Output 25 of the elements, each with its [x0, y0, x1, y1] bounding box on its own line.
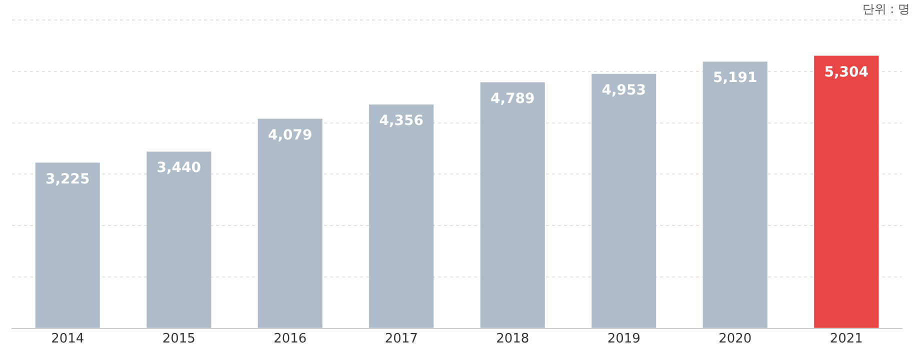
x-tick-label: 2021 [830, 332, 863, 347]
x-tick-label: 2014 [51, 332, 84, 347]
x-tick-label: 2016 [274, 332, 307, 347]
bar [814, 56, 879, 328]
bar [592, 74, 656, 328]
x-tick-label: 2019 [607, 332, 640, 347]
bar [258, 118, 322, 328]
x-tick-label: 2018 [496, 332, 530, 347]
bar [369, 104, 434, 328]
bar [480, 82, 545, 328]
x-tick-label: 2020 [718, 332, 752, 347]
data-label: 5,191 [712, 70, 758, 86]
bar [35, 162, 100, 328]
data-label: 3,440 [156, 160, 202, 176]
x-tick-label: 2015 [162, 332, 196, 347]
data-label: 4,356 [379, 113, 424, 130]
data-label: 4,953 [602, 82, 646, 98]
data-label: 5,304 [824, 64, 869, 80]
data-label: 4,789 [490, 90, 535, 107]
bar [702, 62, 768, 328]
x-tick-label: 2017 [384, 332, 418, 347]
data-label: 3,225 [45, 171, 90, 188]
data-label: 4,079 [268, 127, 312, 144]
text: 단위 : 명 [862, 2, 910, 16]
bar [146, 152, 212, 328]
